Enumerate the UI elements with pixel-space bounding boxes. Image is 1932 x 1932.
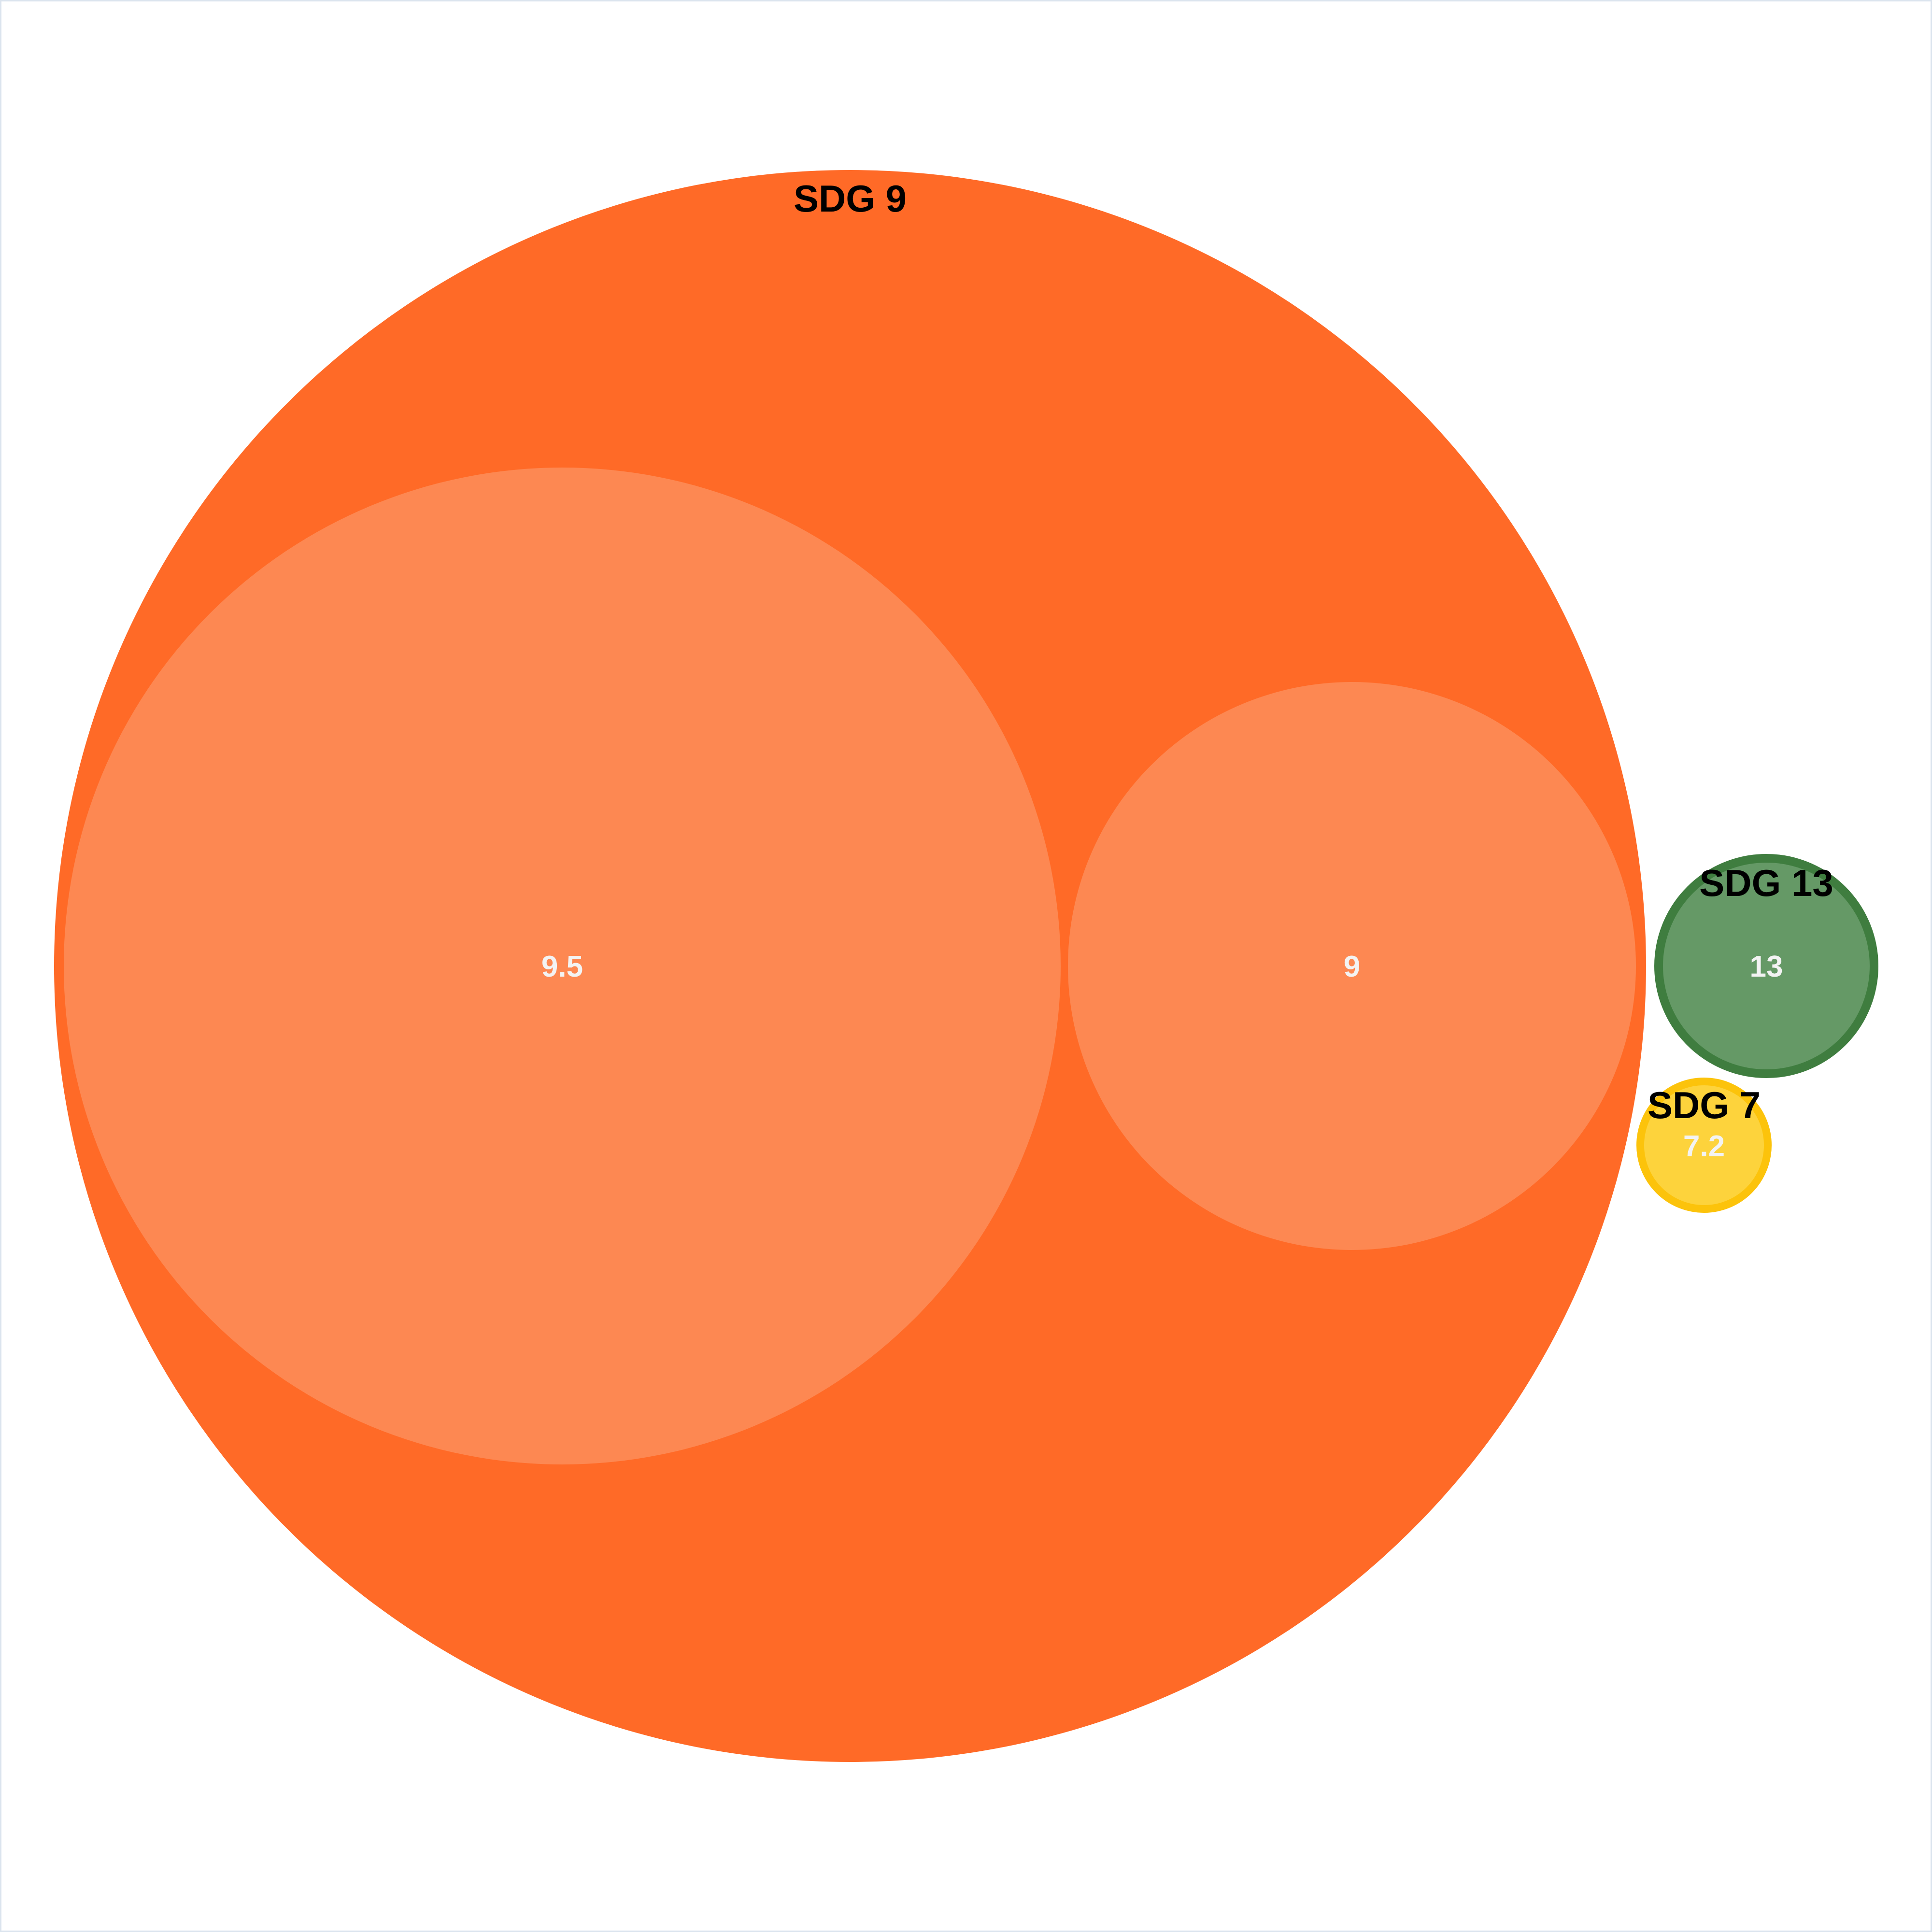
group-sdg-13: 13 SDG 13	[1654, 854, 1878, 1078]
leaf-value-label: 13	[1750, 950, 1783, 983]
leaf-value-label: 9.5	[541, 950, 583, 983]
leaf-value-label: 7.2	[1683, 1130, 1725, 1163]
group-label-sdg-9: SDG 9	[794, 177, 907, 220]
group-sdg-9: 9.5 9 SDG 9	[54, 170, 1646, 1762]
leaf-circle-9[interactable]	[1068, 682, 1636, 1250]
group-circle-sdg-13[interactable]	[1654, 854, 1878, 1078]
group-label-sdg-13: SDG 13	[1699, 862, 1833, 904]
leaf-value-label: 9	[1344, 950, 1360, 983]
group-label-sdg-7: SDG 7	[1648, 1084, 1761, 1126]
leaf-circle-9-5[interactable]	[64, 468, 1061, 1464]
group-circle-sdg-7[interactable]	[1636, 1078, 1772, 1213]
group-sdg-7: 7.2 SDG 7	[1636, 1078, 1772, 1213]
